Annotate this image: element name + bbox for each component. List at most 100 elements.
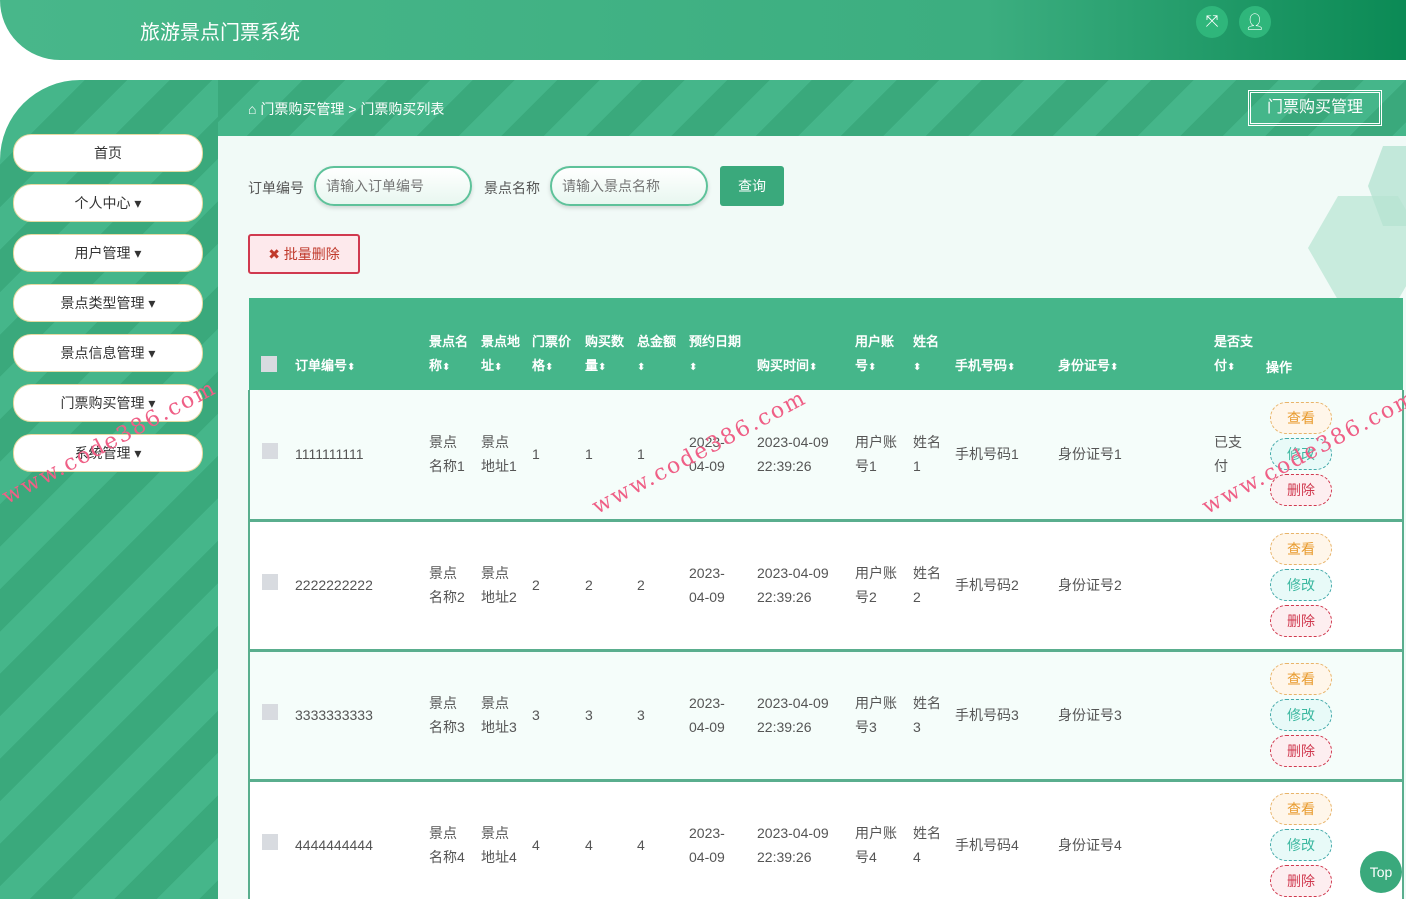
spot-name-input[interactable]: [550, 166, 708, 206]
page-tag: 门票购买管理: [1248, 90, 1382, 126]
cell-qty: 4: [573, 780, 625, 899]
breadcrumb-level1[interactable]: 门票购买管理: [260, 101, 345, 117]
select-all-checkbox[interactable]: [249, 298, 283, 390]
sort-icon[interactable]: ⬍: [545, 362, 554, 373]
spot-label: 景点名称: [484, 180, 540, 196]
breadcrumb-separator: >: [348, 101, 357, 117]
cell-phone: 手机号码2: [943, 520, 1046, 652]
row-checkbox[interactable]: [248, 650, 283, 782]
delete-button[interactable]: 删除: [1270, 865, 1332, 897]
cell-paid: [1202, 780, 1254, 899]
sort-icon[interactable]: ⬍: [913, 362, 922, 373]
cell-order: 4444444444: [283, 780, 417, 899]
sort-icon[interactable]: ⬍: [637, 362, 646, 373]
cell-account: 用户账号1: [843, 390, 901, 522]
ticket-table: 订单编号⬍ 景点名称⬍ 景点地址⬍ 门票价格⬍ 购买数量⬍ 总金额⬍ 预约日期⬍ 购买时间⬍ 用…: [248, 298, 1404, 899]
cell-name: 姓名3: [901, 650, 943, 782]
column-header[interactable]: 订单编号⬍: [283, 298, 417, 390]
sidebar-item[interactable]: 景点信息管理 ▾: [13, 334, 203, 372]
row-checkbox[interactable]: [248, 520, 283, 652]
view-button[interactable]: 查看: [1270, 533, 1332, 565]
cell-id: 身份证号3: [1046, 650, 1202, 782]
column-header[interactable]: 是否支付⬍: [1202, 298, 1254, 390]
column-header[interactable]: 门票价格⬍: [520, 298, 573, 390]
cell-name: 姓名1: [901, 390, 943, 522]
row-checkbox[interactable]: [248, 780, 283, 899]
sort-icon[interactable]: ⬍: [868, 362, 877, 373]
sidebar-item[interactable]: 首页: [13, 134, 203, 172]
user-button[interactable]: 👤︎: [1239, 6, 1271, 38]
edit-button[interactable]: 修改: [1270, 829, 1332, 861]
sort-icon[interactable]: ⬍: [1110, 362, 1119, 373]
view-button[interactable]: 查看: [1270, 402, 1332, 435]
sort-icon[interactable]: ⬍: [809, 362, 818, 373]
order-number-input[interactable]: [314, 166, 472, 206]
cell-spot: 景点名称3: [417, 650, 469, 782]
sidebar-item[interactable]: 景点类型管理 ▾: [13, 284, 203, 322]
app-header: 旅游景点门票系统 ⤧ 👤︎: [0, 0, 1406, 60]
delete-button[interactable]: 删除: [1270, 735, 1332, 767]
column-header[interactable]: 景点地址⬍: [469, 298, 520, 390]
cell-total: 1: [625, 390, 677, 522]
sort-icon[interactable]: ⬍: [598, 362, 607, 373]
sidebar-item[interactable]: 系统管理 ▾: [13, 434, 203, 472]
cell-addr: 景点地址2: [469, 520, 520, 652]
cell-qty: 3: [573, 650, 625, 782]
breadcrumb-level2: 门票购买列表: [360, 101, 445, 117]
column-header[interactable]: 购买数量⬍: [573, 298, 625, 390]
column-header[interactable]: 景点名称⬍: [417, 298, 469, 390]
main-content: 订单编号 景点名称 查询 ✖ 批量删除 订单编号⬍景点名称⬍景点地址⬍门票价格⬍…: [218, 136, 1406, 899]
sort-icon[interactable]: ⬍: [1227, 362, 1236, 373]
cell-total: 2: [625, 520, 677, 652]
sidebar-item[interactable]: 门票购买管理 ▾: [13, 384, 203, 422]
cell-phone: 手机号码1: [943, 390, 1046, 522]
column-header[interactable]: 手机号码⬍: [943, 298, 1046, 390]
sort-icon[interactable]: ⬍: [347, 362, 356, 373]
sort-icon[interactable]: ⬍: [442, 362, 451, 373]
cell-qty: 1: [573, 390, 625, 522]
cell-price: 2: [520, 520, 573, 652]
edit-button[interactable]: 修改: [1270, 569, 1332, 601]
query-button[interactable]: 查询: [720, 166, 784, 206]
edit-button[interactable]: 修改: [1270, 438, 1332, 471]
cell-spot: 景点名称4: [417, 780, 469, 899]
view-button[interactable]: 查看: [1270, 663, 1332, 695]
cell-account: 用户账号3: [843, 650, 901, 782]
cell-addr: 景点地址3: [469, 650, 520, 782]
column-header[interactable]: 预约日期⬍: [677, 298, 745, 390]
cell-id: 身份证号2: [1046, 520, 1202, 652]
back-to-top-button[interactable]: Top: [1360, 851, 1402, 893]
cell-price: 3: [520, 650, 573, 782]
table-row: 4444444444 景点名称4 景点地址4 4 4 4 2023-04-09 2023-04…: [248, 780, 1404, 899]
sidebar-item[interactable]: 用户管理 ▾: [13, 234, 203, 272]
batch-delete-button[interactable]: ✖ 批量删除: [248, 234, 360, 274]
app-title: 旅游景点门票系统: [140, 22, 300, 44]
edit-button[interactable]: 修改: [1270, 699, 1332, 731]
column-header[interactable]: 总金额⬍: [625, 298, 677, 390]
view-button[interactable]: 查看: [1270, 793, 1332, 825]
cell-qty: 2: [573, 520, 625, 652]
sort-icon[interactable]: ⬍: [1007, 362, 1016, 373]
cell-order: 3333333333: [283, 650, 417, 782]
cell-paid: [1202, 520, 1254, 652]
cell-order: 2222222222: [283, 520, 417, 652]
delete-button[interactable]: 删除: [1270, 474, 1332, 507]
breadcrumb: ⌂ 门票购买管理 > 门票购买列表: [248, 99, 444, 119]
sort-icon[interactable]: ⬍: [494, 362, 503, 373]
cell-time: 2023-04-09 22:39:26: [745, 780, 843, 899]
cell-id: 身份证号1: [1046, 390, 1202, 522]
cell-spot: 景点名称1: [417, 390, 469, 522]
fullscreen-button[interactable]: ⤧: [1196, 6, 1228, 38]
column-header[interactable]: 身份证号⬍: [1046, 298, 1202, 390]
cell-price: 4: [520, 780, 573, 899]
row-checkbox[interactable]: [248, 390, 283, 522]
cell-spot: 景点名称2: [417, 520, 469, 652]
order-label: 订单编号: [248, 180, 304, 196]
column-header[interactable]: 购买时间⬍: [745, 298, 843, 390]
sort-icon[interactable]: ⬍: [689, 362, 698, 373]
home-icon[interactable]: ⌂: [248, 101, 257, 117]
column-header[interactable]: 姓名⬍: [901, 298, 943, 390]
column-header[interactable]: 用户账号⬍: [843, 298, 901, 390]
delete-button[interactable]: 删除: [1270, 605, 1332, 637]
sidebar-item[interactable]: 个人中心 ▾: [13, 184, 203, 222]
